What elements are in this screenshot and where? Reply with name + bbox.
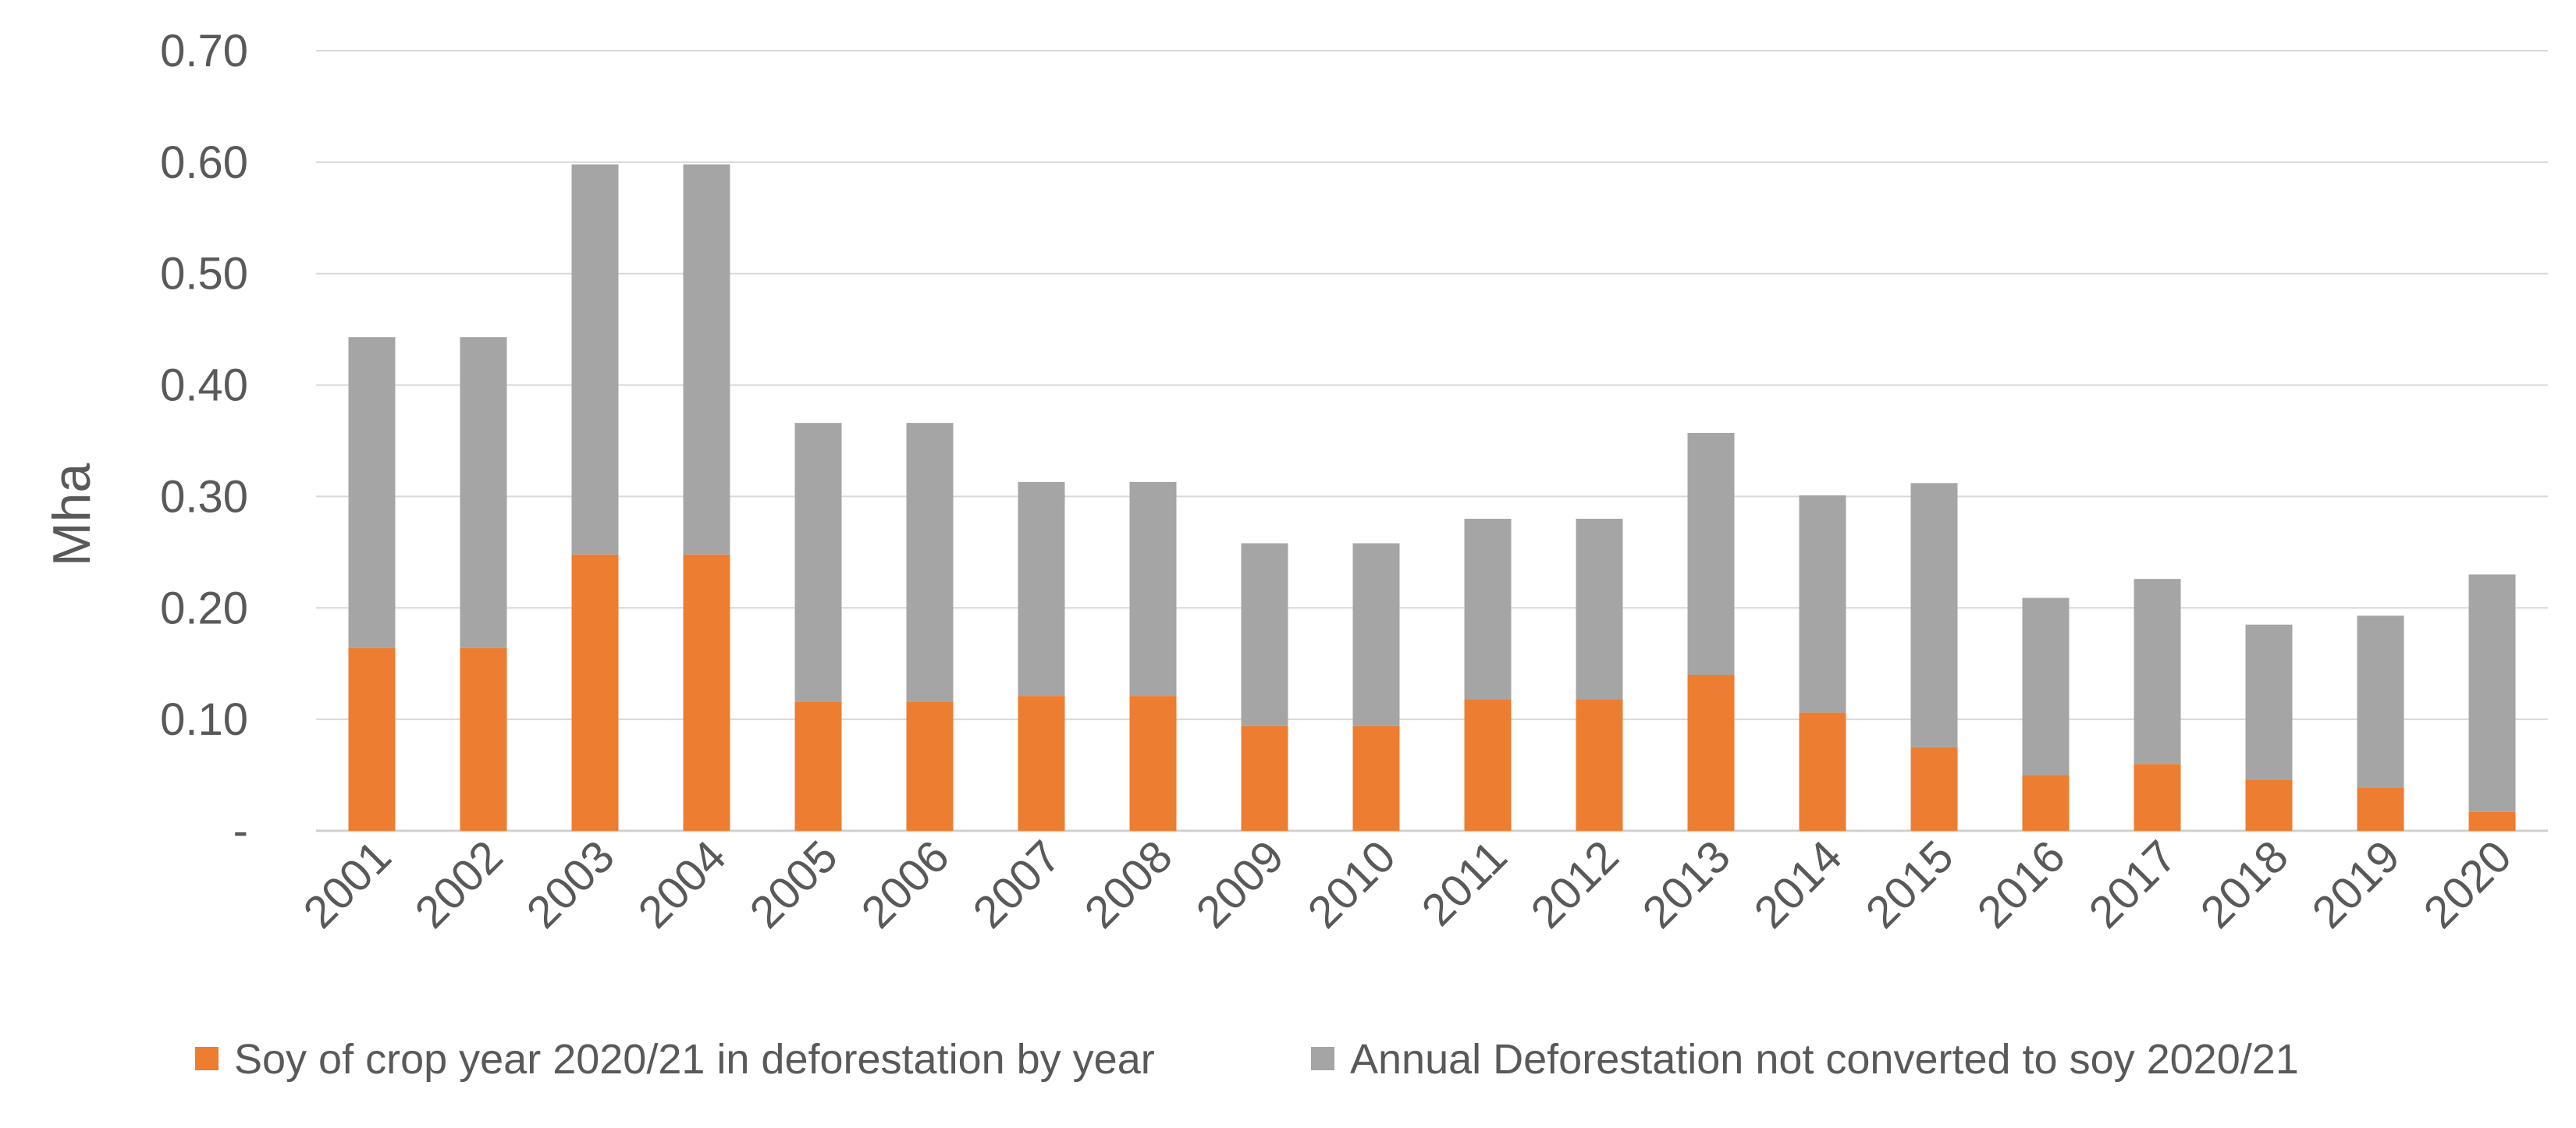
legend-label-not-converted: Annual Deforestation not converted to so… — [1350, 1036, 2299, 1083]
legend-swatch-soy — [195, 1047, 219, 1070]
y-tick-label: 0.40 — [160, 360, 248, 411]
legend: Soy of crop year 2020/21 in deforestatio… — [195, 1036, 2299, 1083]
x-tick-label: 2011 — [1412, 831, 1517, 935]
y-tick-label: 0.10 — [160, 694, 248, 745]
x-tick-label: 2014 — [1744, 831, 1851, 938]
bar-not-converted-2017 — [2134, 579, 2181, 764]
x-tick-label: 2012 — [1521, 831, 1628, 938]
x-tick-label: 2016 — [1967, 831, 2074, 938]
x-tick-label: 2006 — [851, 831, 958, 938]
bars — [348, 164, 2516, 831]
bar-not-converted-2019 — [2357, 615, 2404, 788]
legend-label-soy: Soy of crop year 2020/21 in deforestatio… — [234, 1036, 1155, 1083]
bar-soy-2007 — [1018, 696, 1065, 831]
bar-not-converted-2006 — [906, 423, 954, 702]
y-tick-label: 0.50 — [160, 249, 248, 300]
bar-soy-2009 — [1241, 725, 1288, 831]
bar-not-converted-2005 — [794, 423, 842, 702]
bar-soy-2018 — [2245, 779, 2293, 831]
gridlines — [316, 50, 2548, 832]
bar-soy-2001 — [348, 647, 396, 831]
x-tick-label: 2013 — [1633, 831, 1739, 938]
bar-not-converted-2012 — [1576, 519, 1623, 700]
x-tick-label: 2001 — [293, 831, 400, 938]
bar-soy-2008 — [1129, 696, 1177, 831]
bar-soy-2004 — [683, 554, 730, 831]
bar-soy-2017 — [2134, 764, 2181, 831]
bar-not-converted-2004 — [683, 164, 730, 555]
bar-not-converted-2018 — [2245, 624, 2293, 780]
x-tick-label: 2007 — [963, 831, 1070, 938]
x-tick-label: 2008 — [1075, 831, 1181, 938]
bar-soy-2013 — [1687, 675, 1735, 831]
bar-soy-2010 — [1352, 725, 1400, 831]
y-tick-label: 0.70 — [160, 26, 248, 76]
bar-soy-2011 — [1464, 699, 1512, 831]
bar-not-converted-2003 — [571, 164, 619, 555]
bar-not-converted-2001 — [348, 337, 396, 648]
bar-soy-2005 — [794, 701, 842, 831]
bar-soy-2019 — [2357, 787, 2404, 831]
x-tick-label: 2004 — [628, 831, 735, 938]
bar-not-converted-2020 — [2468, 574, 2516, 812]
y-tick-label: 0.30 — [160, 471, 248, 522]
bar-soy-2002 — [460, 647, 507, 831]
x-tick-label: 2005 — [740, 831, 847, 938]
bar-not-converted-2009 — [1241, 543, 1288, 726]
x-tick-label: 2003 — [517, 831, 624, 938]
bar-not-converted-2008 — [1129, 481, 1177, 697]
bar-soy-2020 — [2468, 811, 2516, 831]
x-tick-label: 2017 — [2079, 831, 2186, 938]
bar-not-converted-2010 — [1352, 543, 1400, 726]
bar-not-converted-2013 — [1687, 433, 1735, 675]
bar-not-converted-2015 — [1910, 483, 1958, 747]
bar-soy-2012 — [1576, 699, 1623, 831]
y-tick-label: - — [233, 806, 248, 857]
legend-swatch-not-converted — [1311, 1047, 1334, 1070]
x-tick-label: 2015 — [1856, 831, 1963, 938]
y-axis-label: Mha — [42, 463, 101, 566]
bar-soy-2014 — [1799, 712, 1846, 831]
y-tick-label: 0.20 — [160, 583, 248, 633]
bar-not-converted-2016 — [2022, 598, 2070, 775]
x-axis: 2001 2002 2003 2004 2005 2006 2007 2008 2009 2010… — [293, 831, 2521, 938]
y-tick-label: 0.60 — [160, 137, 248, 188]
bar-not-converted-2014 — [1799, 495, 1846, 713]
x-tick-label: 2009 — [1186, 831, 1293, 938]
bar-soy-2015 — [1910, 747, 1958, 831]
y-axis: Mha - 0.10 0.20 0.30 0.40 0.50 0.60 0.70 — [42, 26, 248, 857]
bar-not-converted-2002 — [460, 337, 507, 648]
x-tick-label: 2010 — [1298, 831, 1405, 938]
x-tick-label: 2019 — [2302, 831, 2409, 938]
bar-not-converted-2011 — [1464, 519, 1512, 700]
x-tick-label: 2020 — [2414, 831, 2521, 938]
x-tick-label: 2018 — [2190, 831, 2297, 938]
bar-soy-2003 — [571, 554, 619, 831]
bar-not-converted-2007 — [1018, 481, 1065, 697]
bar-soy-2006 — [906, 701, 954, 831]
bar-soy-2016 — [2022, 775, 2070, 831]
x-tick-label: 2002 — [405, 831, 512, 938]
